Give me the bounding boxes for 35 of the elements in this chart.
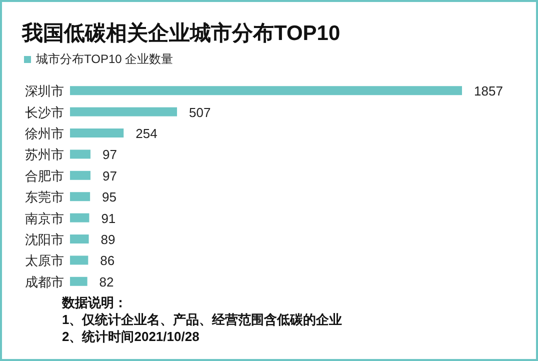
data-label: 254: [136, 126, 158, 141]
bar: [70, 213, 90, 222]
y-tick-label: 太原市: [25, 253, 64, 268]
bar: [70, 170, 90, 180]
data-label: 89: [100, 232, 116, 247]
y-tick-label: 沈阳市: [25, 232, 64, 247]
data-label: 97: [102, 168, 117, 184]
text: 1、仅统计企业名、产品、经营范围含低碳的企业: [62, 312, 342, 327]
bar: [70, 150, 90, 159]
bar: [70, 192, 90, 202]
bar: [70, 234, 89, 244]
bar: [70, 276, 88, 286]
data-label: 97: [102, 147, 117, 162]
text: 2、统计时间2021/10/28: [62, 329, 200, 344]
bar: [70, 128, 124, 138]
data-label: 1857: [474, 84, 503, 99]
data-label: 86: [100, 253, 115, 268]
data-label: 82: [99, 274, 114, 290]
text: 数据说明：: [61, 295, 127, 310]
data-label: 507: [189, 104, 211, 120]
y-tick-label: 徐州市: [25, 126, 64, 141]
data-label: 95: [102, 190, 117, 205]
bar: [70, 86, 462, 96]
data-label: 91: [101, 210, 116, 226]
chart-title: 我国低碳相关企业城市分布TOP10: [21, 21, 340, 45]
y-tick-label: 东莞市: [25, 190, 64, 205]
y-tick-label: 合肥市: [25, 168, 64, 184]
y-tick-label: 深圳市: [25, 84, 64, 99]
y-tick-label: 南京市: [25, 210, 64, 226]
legend: 城市分布TOP10 企业数量: [24, 52, 174, 66]
y-tick-label: 苏州市: [25, 147, 64, 162]
bar: [70, 107, 178, 116]
bar: [70, 256, 88, 265]
y-tick-label: 成都市: [25, 274, 64, 290]
y-tick-label: 长沙市: [25, 104, 64, 120]
